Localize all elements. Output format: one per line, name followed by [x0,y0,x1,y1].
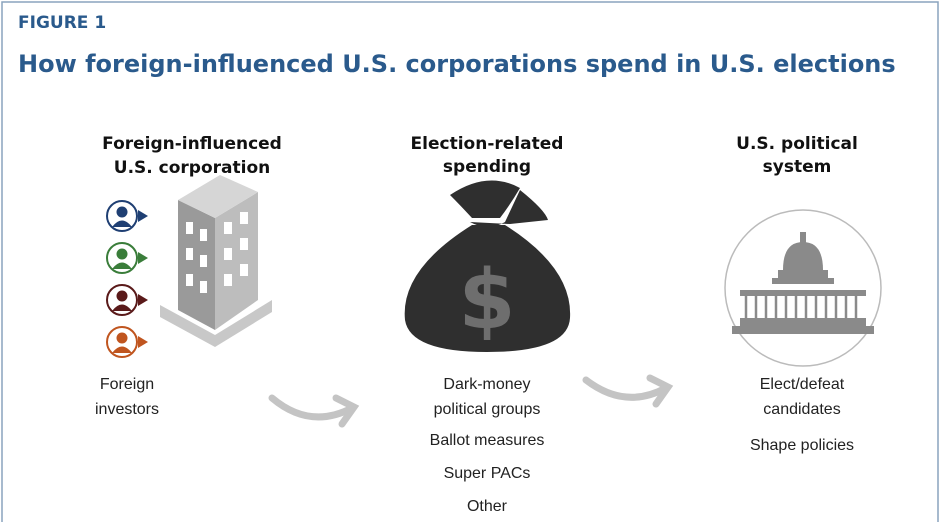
arrow [582,374,674,408]
item: Super PACs [444,465,531,482]
capitol-icon [724,209,882,367]
svg-text:$: $ [458,253,515,348]
item: Foreign [100,376,154,393]
heading: U.S. corporation [114,158,270,178]
item: candidates [763,401,840,418]
heading: spending [443,157,531,177]
heading: Foreign-influenced [102,134,282,154]
item: Shape policies [750,437,854,454]
arrow [268,394,360,428]
item: political groups [434,401,541,418]
item: Elect/defeat [760,376,845,393]
figure-title: How foreign-influenced U.S. corporations… [18,50,896,78]
figure-label: FIGURE 1 [18,13,106,33]
building-icon [160,175,272,347]
investor-icons [106,200,148,358]
item: investors [95,401,159,418]
heading: Election-related [411,134,564,154]
item: Dark-money [443,376,530,393]
item: Other [467,498,508,515]
heading: system [763,157,832,177]
item: Ballot measures [430,432,545,449]
money-bag-icon: $ [404,180,571,352]
heading: U.S. political [736,134,858,154]
